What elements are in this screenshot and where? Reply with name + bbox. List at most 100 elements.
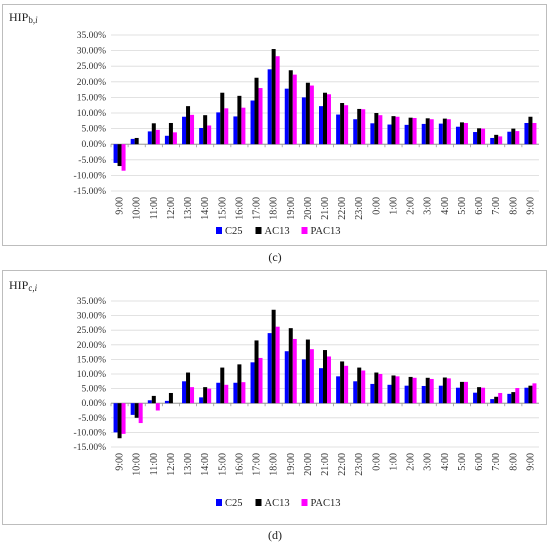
bar-ac13 — [168, 392, 173, 404]
bar-ac13 — [374, 372, 379, 404]
x-tick-label: 8:00 — [508, 197, 519, 215]
bar-ac13 — [305, 339, 310, 404]
legend-swatch-c25 — [216, 499, 222, 506]
caption-c: (c) — [268, 250, 282, 264]
x-tick-label: 17:00 — [252, 453, 263, 476]
x-tick-label: 11:00 — [149, 197, 160, 219]
bar-c25 — [319, 368, 323, 404]
bar-pac13 — [258, 88, 263, 145]
bar-pac13 — [275, 56, 280, 145]
bar-c25 — [524, 387, 529, 404]
bar-c25 — [216, 382, 221, 404]
x-tick-label: 13:00 — [183, 197, 194, 220]
bar-pac13 — [481, 128, 486, 145]
bar-ac13 — [323, 350, 327, 404]
bar-c25 — [164, 400, 169, 404]
bar-pac13 — [446, 119, 451, 145]
y-tick-label: 0.00% — [81, 399, 106, 409]
bar-pac13 — [241, 382, 246, 404]
bar-c25 — [113, 403, 118, 433]
bar-c25 — [301, 359, 306, 404]
bar-ac13 — [374, 113, 379, 145]
bar-pac13 — [224, 108, 229, 145]
bar-c25 — [284, 351, 289, 404]
bar-pac13 — [155, 403, 160, 411]
x-tick-label: 1:00 — [388, 197, 399, 215]
y-tick-label: 30.00% — [77, 47, 106, 57]
x-tick-label: 6:00 — [474, 197, 485, 215]
x-tick-label: 18:00 — [269, 197, 280, 220]
x-tick-label: 20:00 — [303, 197, 314, 220]
bar-ac13 — [134, 137, 139, 145]
bar-ac13 — [237, 95, 242, 145]
bar-ac13 — [425, 377, 430, 404]
x-tick-label: 19:00 — [286, 197, 297, 220]
bar-pac13 — [207, 125, 212, 145]
y-tick-label: -5.00% — [78, 414, 106, 424]
bar-pac13 — [121, 144, 126, 171]
bar-c25 — [473, 392, 478, 404]
bar-c25 — [421, 123, 426, 145]
x-tick-label: 0:00 — [371, 197, 382, 215]
bar-pac13 — [309, 349, 314, 404]
bar-ac13 — [271, 309, 276, 404]
chart-d-svg: HIPc,i 35.00% 30.00% 25.00% 20.00% 15.00% 10.0… — [9, 278, 539, 509]
bar-pac13 — [361, 109, 366, 145]
bar-c25 — [113, 144, 118, 163]
bar-ac13 — [528, 385, 533, 404]
bar-c25 — [524, 122, 529, 145]
bar-c25 — [233, 382, 238, 404]
bar-pac13 — [446, 378, 451, 404]
bar-pac13 — [361, 370, 366, 404]
x-tick-label: 23:00 — [354, 453, 365, 476]
x-tick-label: 6:00 — [474, 453, 485, 471]
y-tick-label: 5.00% — [81, 385, 106, 395]
bar-ac13 — [442, 377, 447, 404]
legend-swatch-pac13 — [301, 499, 308, 506]
bar-ac13 — [203, 387, 208, 404]
bar-pac13 — [378, 374, 383, 404]
x-tick-label: 21:00 — [320, 453, 331, 476]
x-tick-label: 4:00 — [440, 453, 451, 471]
bar-ac13 — [151, 123, 156, 145]
bar-ac13 — [442, 118, 447, 145]
bar-c25 — [199, 127, 204, 145]
bar-c25 — [455, 126, 460, 145]
y-tick-label: 20.00% — [77, 341, 106, 351]
bar-pac13 — [327, 94, 331, 145]
caption-d: (d) — [268, 528, 282, 542]
bar-ac13 — [511, 128, 516, 145]
y-axis-label: HIPc,i — [9, 278, 38, 293]
y-tick-label: 20.00% — [77, 78, 106, 88]
bar-ac13 — [425, 118, 430, 145]
bar-c25 — [301, 97, 306, 145]
y-tick-label: -5.00% — [78, 156, 106, 166]
x-tick-label: 4:00 — [440, 197, 451, 215]
x-tick-label: 14:00 — [200, 453, 211, 476]
bar-c25 — [353, 381, 358, 404]
bar-pac13 — [258, 357, 263, 404]
bar-pac13 — [498, 392, 503, 404]
bar-ac13 — [357, 108, 362, 145]
bar-pac13 — [412, 377, 417, 404]
bar-c25 — [336, 114, 341, 145]
bar-pac13 — [190, 387, 195, 404]
bar-pac13 — [190, 114, 195, 145]
x-tick-label: 20:00 — [303, 453, 314, 476]
bar-c25 — [233, 116, 238, 145]
bar-c25 — [250, 100, 255, 145]
bar-c25 — [455, 387, 460, 404]
x-tick-label: 2:00 — [406, 453, 417, 471]
bar-ac13 — [477, 128, 482, 145]
bar-ac13 — [117, 144, 122, 167]
x-tick-label: 9:00 — [525, 453, 536, 471]
bar-ac13 — [254, 77, 259, 145]
x-tick-label: 17:00 — [252, 197, 263, 220]
bar-ac13 — [237, 364, 242, 404]
x-tick-label: 23:00 — [354, 197, 365, 220]
bar-ac13 — [391, 375, 396, 404]
bar-pac13 — [207, 388, 212, 404]
bar-pac13 — [429, 119, 434, 145]
bar-c25 — [404, 124, 409, 145]
bar-pac13 — [429, 378, 434, 404]
